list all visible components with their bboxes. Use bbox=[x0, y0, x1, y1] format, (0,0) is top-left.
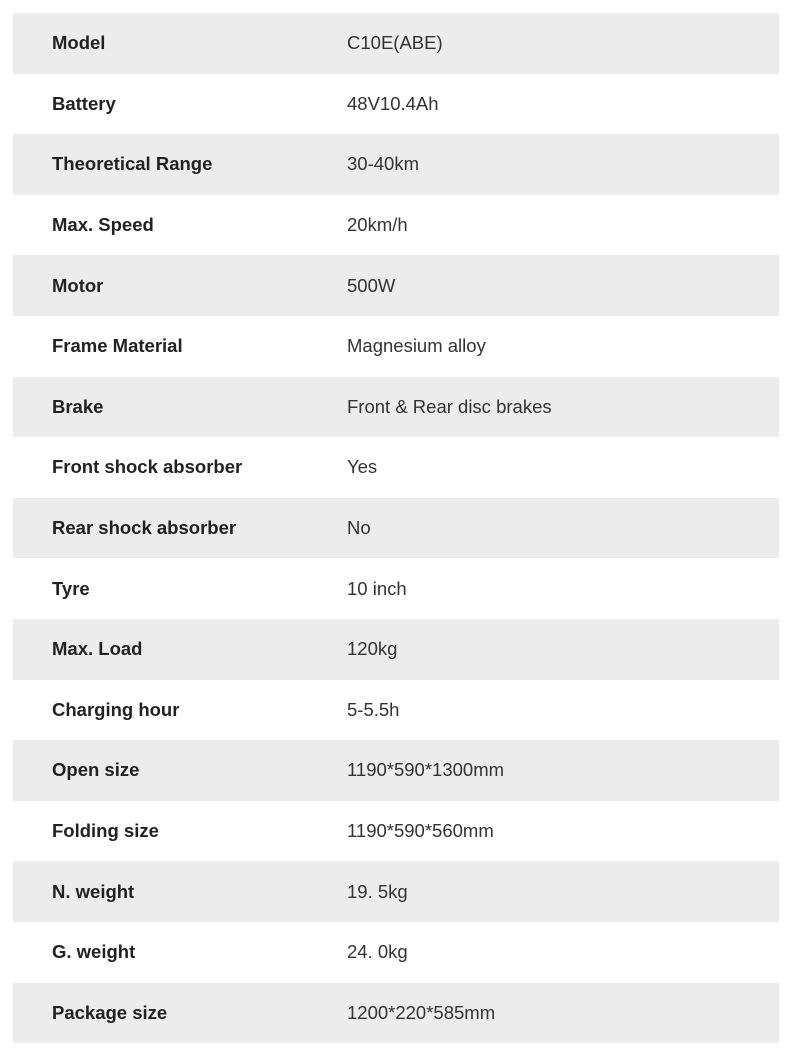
spec-value: 1190*590*560mm bbox=[347, 820, 494, 842]
spec-row: Charging hour 5-5.5h bbox=[13, 680, 779, 741]
spec-row: Max. Load 120kg bbox=[13, 618, 779, 680]
spec-row: Package size 1200*220*585mm bbox=[13, 982, 779, 1044]
spec-value: No bbox=[347, 517, 371, 539]
spec-row: Open size 1190*590*1300mm bbox=[13, 740, 779, 801]
spec-value: Front & Rear disc brakes bbox=[347, 395, 552, 417]
spec-row: Rear shock absorber No bbox=[13, 497, 779, 559]
spec-row: Front shock absorber Yes bbox=[13, 437, 779, 498]
spec-row: Max. Speed 20km/h bbox=[13, 195, 779, 256]
spec-value: 24. 0kg bbox=[347, 941, 408, 963]
spec-value: 5-5.5h bbox=[347, 698, 400, 720]
spec-label: Rear shock absorber bbox=[52, 517, 237, 539]
spec-label: Folding size bbox=[52, 820, 159, 842]
spec-value: Magnesium alloy bbox=[347, 335, 486, 357]
spec-label: Package size bbox=[52, 1001, 168, 1023]
spec-value: 500W bbox=[347, 274, 396, 296]
spec-value: 30-40km bbox=[347, 153, 419, 175]
spec-value: 20km/h bbox=[347, 214, 408, 236]
spec-label: Theoretical Range bbox=[52, 153, 213, 175]
spec-label: Motor bbox=[52, 274, 104, 296]
spec-value: C10E(ABE) bbox=[347, 32, 443, 54]
spec-label: Max. Speed bbox=[52, 214, 154, 236]
spec-row: Motor 500W bbox=[13, 255, 779, 316]
spec-label: Brake bbox=[52, 395, 104, 417]
spec-label: Model bbox=[52, 32, 106, 54]
spec-label: Charging hour bbox=[52, 698, 180, 720]
spec-row: N. weight 19. 5kg bbox=[13, 861, 779, 922]
spec-label: Battery bbox=[52, 92, 116, 114]
spec-row: Tyre 10 inch bbox=[13, 558, 779, 619]
spec-row: G. weight 24. 0kg bbox=[13, 922, 779, 983]
spec-row: Folding size 1190*590*560mm bbox=[13, 801, 779, 862]
spec-value: Yes bbox=[347, 456, 378, 478]
spec-value: 10 inch bbox=[347, 577, 407, 599]
spec-value: 19. 5kg bbox=[347, 880, 408, 902]
spec-value: 120kg bbox=[347, 638, 398, 660]
spec-value: 48V10.4Ah bbox=[347, 92, 439, 114]
spec-label: N. weight bbox=[52, 880, 135, 902]
spec-label: Front shock absorber bbox=[52, 456, 243, 478]
spec-label: Max. Load bbox=[52, 638, 143, 660]
spec-table: Model C10E(ABE) Battery 48V10.4Ah Theoretica… bbox=[13, 13, 779, 1044]
spec-value: 1190*590*1300mm bbox=[347, 759, 505, 781]
spec-label: Open size bbox=[52, 759, 140, 781]
spec-row: Brake Front & Rear disc brakes bbox=[13, 376, 779, 438]
spec-value: 1200*220*585mm bbox=[347, 1001, 496, 1023]
spec-row: Battery 48V10.4Ah bbox=[13, 74, 779, 135]
spec-label: G. weight bbox=[52, 941, 136, 963]
spec-label: Frame Material bbox=[52, 335, 183, 357]
spec-row: Model C10E(ABE) bbox=[13, 13, 779, 74]
spec-label: Tyre bbox=[52, 577, 90, 599]
spec-row: Frame Material Magnesium alloy bbox=[13, 316, 779, 377]
spec-row: Theoretical Range 30-40km bbox=[13, 134, 779, 195]
